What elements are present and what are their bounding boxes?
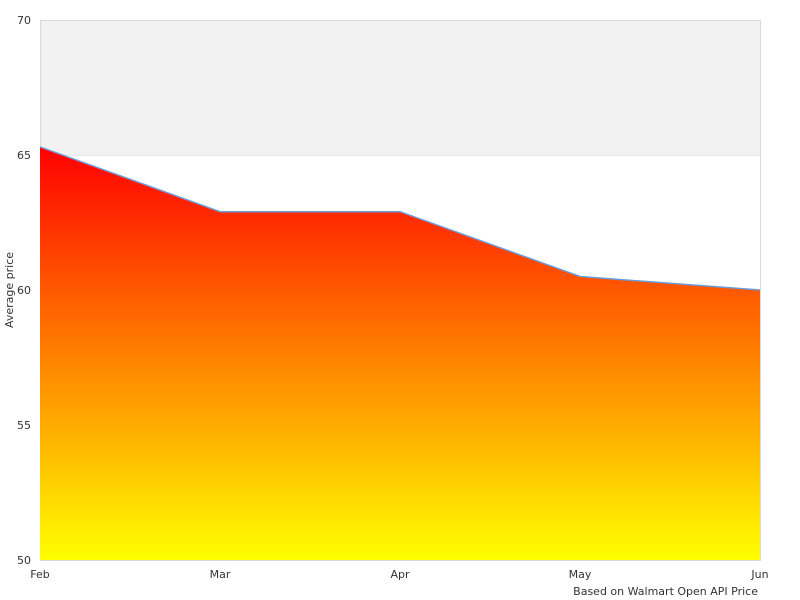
- data-point-jun: [758, 288, 762, 292]
- x-axis-ticks: Feb Mar Apr May Jun: [30, 568, 768, 581]
- x-tick-label: May: [569, 568, 592, 581]
- series-line: [39, 146, 761, 291]
- y-tick-label: 65: [17, 149, 31, 162]
- y-axis-ticks: 50 55 60 65 70: [17, 14, 31, 567]
- x-tick-label: Mar: [210, 568, 231, 581]
- x-tick-label: Apr: [390, 568, 410, 581]
- data-point-feb: [38, 145, 42, 149]
- y-tick-label: 70: [17, 14, 31, 27]
- y-axis-title: Average price: [3, 252, 16, 328]
- data-point-may: [578, 275, 582, 279]
- data-point-apr: [398, 210, 402, 214]
- y-tick-label: 60: [17, 284, 31, 297]
- x-tick-label: Feb: [30, 568, 49, 581]
- plot-band: [40, 20, 760, 155]
- y-tick-label: 50: [17, 554, 31, 567]
- data-point-mar: [218, 210, 222, 214]
- source-note: Based on Walmart Open API Price: [573, 585, 758, 598]
- y-tick-label: 55: [17, 419, 31, 432]
- area-fill: [40, 146, 760, 560]
- x-tick-label: Jun: [750, 568, 768, 581]
